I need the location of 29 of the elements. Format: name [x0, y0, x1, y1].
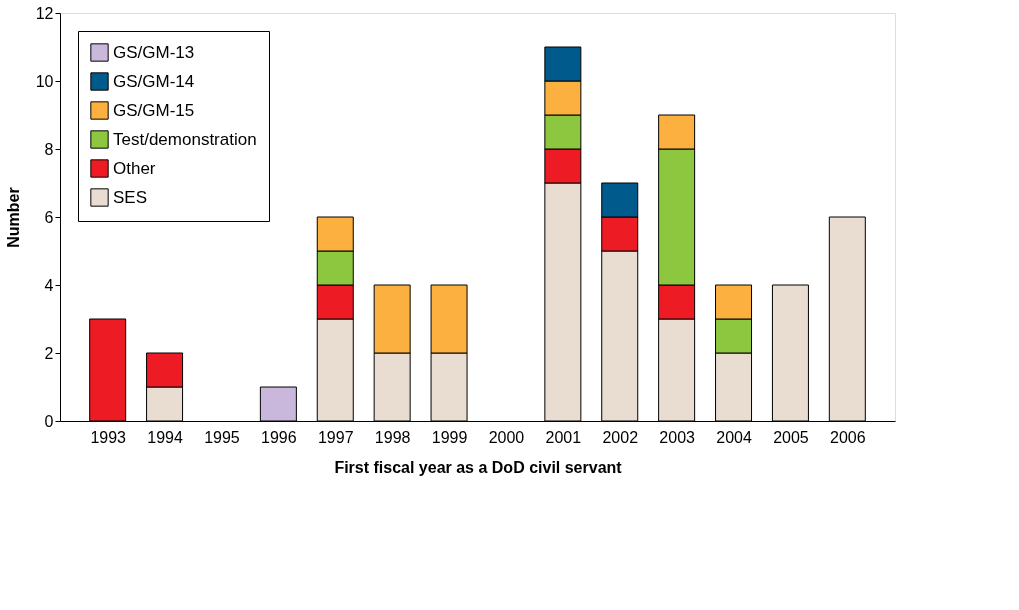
x-tick-label: 1994: [147, 428, 183, 446]
x-tick-label: 2005: [773, 428, 809, 446]
y-tick-label: 0: [44, 412, 54, 430]
y-tick-label: 4: [44, 276, 54, 294]
x-tick-label: 1995: [204, 428, 240, 446]
x-axis-title: First fiscal year as a DoD civil servant: [334, 458, 623, 476]
y-axis-title: Number: [4, 187, 22, 248]
y-tick-label: 6: [44, 208, 54, 226]
x-tick-label: 1997: [317, 428, 354, 446]
x-tick-label: 2004: [716, 428, 752, 446]
legend-label: GS/GM-14: [113, 71, 195, 91]
x-tick-label: 2001: [545, 428, 582, 446]
x-tick-label: 2002: [602, 428, 639, 446]
legend-label: GS/GM-13: [113, 42, 195, 62]
x-tick-label: 2000: [488, 428, 525, 446]
x-tick-label: 2003: [659, 428, 696, 446]
legend-label: GS/GM-15: [113, 100, 195, 120]
x-tick-label: 1996: [261, 428, 297, 446]
legend-label: SES: [113, 187, 148, 207]
x-tick-label: 1993: [90, 428, 127, 446]
y-tick-label: 2: [44, 344, 54, 362]
x-tick-label: 1998: [374, 428, 411, 446]
x-tick-label: 2006: [830, 428, 866, 446]
x-tick-label: 1999: [431, 428, 468, 446]
y-tick-label: 12: [35, 4, 54, 22]
legend-label: Test/demonstration: [113, 129, 257, 149]
legend-label: Other: [113, 158, 156, 178]
y-tick-label: 8: [44, 140, 54, 158]
y-tick-label: 10: [35, 72, 54, 90]
